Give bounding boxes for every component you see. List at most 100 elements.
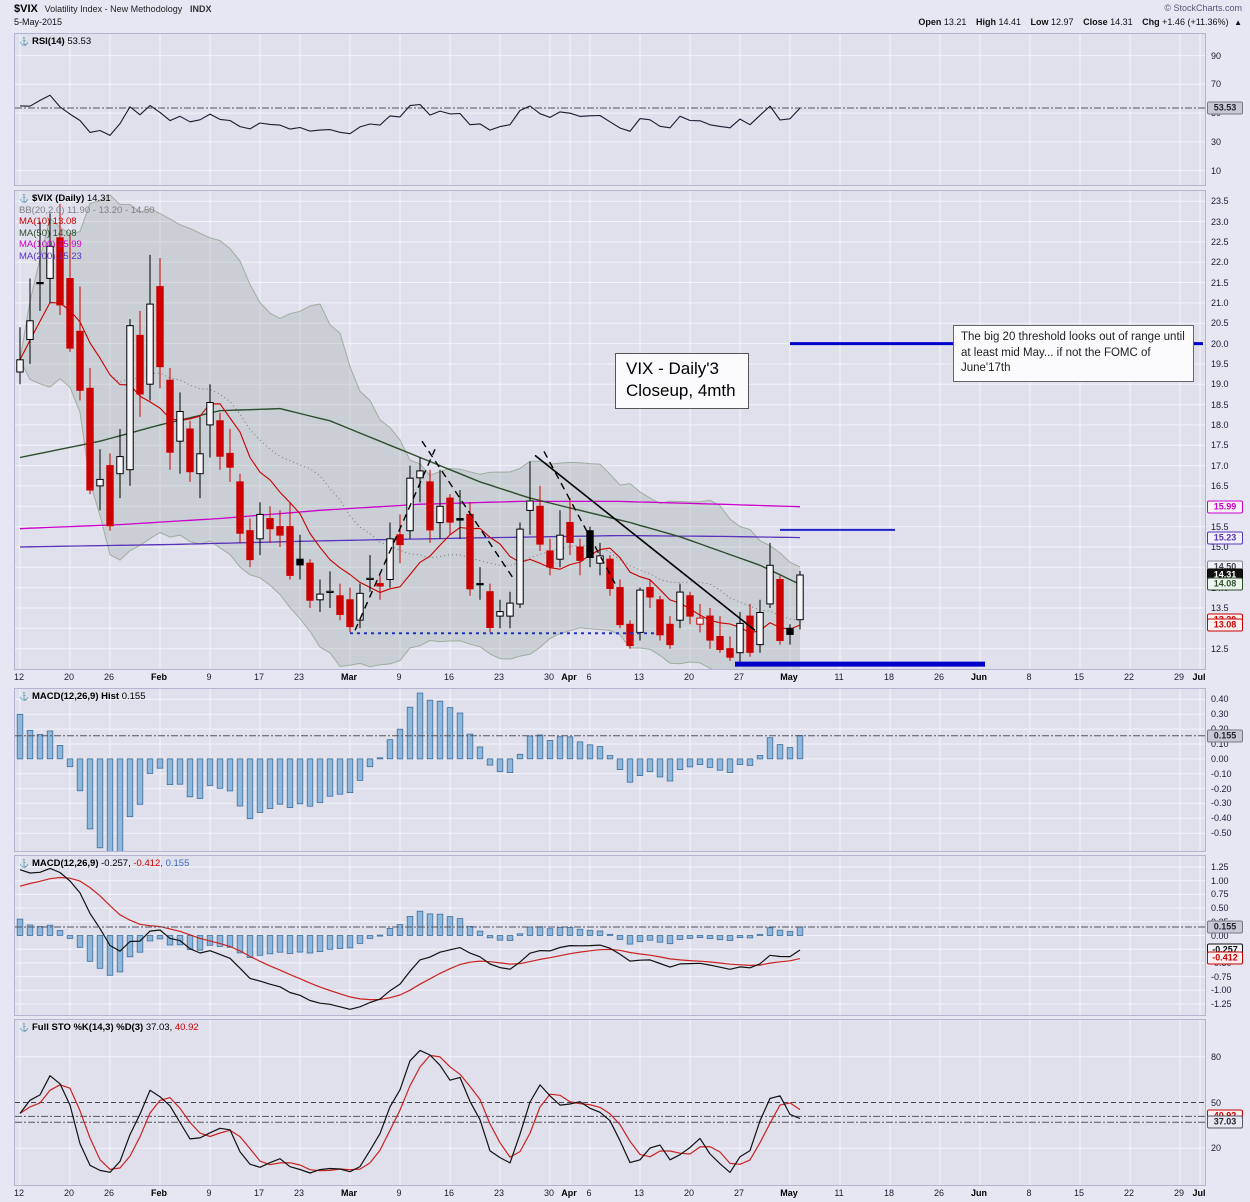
chg-value: +1.46 (+11.36%) bbox=[1162, 17, 1229, 27]
x-tick-label: 11 bbox=[834, 1188, 844, 1198]
axis-value-tag: 15.99 bbox=[1207, 500, 1243, 514]
x-tick-label: 13 bbox=[633, 1188, 645, 1198]
x-tick-label: 20 bbox=[63, 1188, 75, 1198]
y-axis-label: -0.30 bbox=[1211, 798, 1232, 809]
header-quote-row: 5-May-2015 Open 13.21 High 14.41 Low 12.… bbox=[14, 17, 1242, 29]
y-axis-label: 0.20 bbox=[1211, 724, 1229, 734]
x-tick-label: 9 bbox=[396, 672, 402, 682]
price-legend: ⚓ $VIX (Daily) 14.31 BB(20,2.0) 11.90 - 13… bbox=[19, 193, 155, 262]
panel-label: 0.155 bbox=[162, 858, 190, 869]
x-tick-label: May bbox=[780, 1188, 798, 1198]
y-axis-label: 1.25 bbox=[1211, 861, 1229, 872]
index-title: Volatility Index - New Methodology bbox=[44, 4, 183, 14]
x-tick-label: 12 bbox=[13, 1188, 25, 1198]
x-tick-label: Apr bbox=[561, 1188, 577, 1198]
panel-label: -0.412, bbox=[130, 858, 163, 869]
rsi-label: ⚓ RSI(14) 53.53 bbox=[19, 36, 91, 48]
x-tick-label: Feb bbox=[150, 1188, 168, 1198]
panel-anchor-icon: ⚓ bbox=[19, 37, 29, 46]
y-axis-label: -0.40 bbox=[1211, 813, 1232, 824]
x-tick-label: 26 bbox=[933, 1188, 945, 1198]
y-axis-label: 30 bbox=[1211, 136, 1222, 147]
x-tick-label: 23 bbox=[293, 1188, 305, 1198]
x-tick-label: 22 bbox=[1123, 672, 1135, 682]
y-axis-label: -0.10 bbox=[1211, 768, 1232, 779]
stochastic-plot bbox=[15, 1020, 1205, 1185]
y-axis-label: 1.00 bbox=[1211, 875, 1229, 886]
x-tick-label: 23 bbox=[293, 672, 305, 682]
y-axis-label: 20.5 bbox=[1211, 318, 1229, 329]
rsi-panel: ⚓ RSI(14) 53.53 bbox=[14, 33, 1206, 186]
y-axis-label: 10 bbox=[1211, 165, 1222, 176]
panel-anchor-icon: ⚓ bbox=[19, 194, 29, 203]
axis-value-tag: 0.155 bbox=[1207, 729, 1243, 743]
x-tick-label: 20 bbox=[683, 672, 695, 682]
x-tick-label: Mar bbox=[340, 672, 358, 682]
high-value: 14.41 bbox=[998, 17, 1021, 27]
panel-label: 14.31 bbox=[86, 193, 111, 204]
macd-plot bbox=[15, 856, 1205, 1015]
x-tick-label: 26 bbox=[103, 1188, 115, 1198]
x-tick-label: 20 bbox=[683, 1188, 695, 1198]
legend-item: BB(20,2.0) 11.90 - 13.20 - 14.50 bbox=[19, 204, 155, 216]
x-tick-label: 9 bbox=[206, 1188, 212, 1198]
x-tick-label: 16 bbox=[443, 1188, 455, 1198]
panel-label: 40.92 bbox=[172, 1022, 199, 1033]
x-tick-label: 26 bbox=[103, 672, 115, 682]
y-axis-gutter: 90 70 50 30 10 53.53 23.5 23.0 22.5 22.0 21.5 21.0 2… bbox=[1206, 0, 1250, 1200]
y-axis-label: 17.5 bbox=[1211, 440, 1229, 451]
y-axis-label: 70 bbox=[1211, 79, 1222, 90]
axis-value-tag: 15.23 bbox=[1207, 531, 1243, 545]
y-axis-label: 22.5 bbox=[1211, 236, 1229, 247]
y-axis-label: 23.5 bbox=[1211, 196, 1229, 207]
panel-label: -0.257, bbox=[101, 858, 131, 869]
change-up-icon: ▲ bbox=[1234, 18, 1242, 27]
x-tick-label: 16 bbox=[443, 672, 455, 682]
y-axis-label: 18.5 bbox=[1211, 399, 1229, 410]
x-tick-label: 15 bbox=[1073, 672, 1085, 682]
y-axis-label: -0.75 bbox=[1211, 971, 1232, 982]
panel-label: $VIX (Daily) bbox=[31, 193, 87, 204]
x-tick-label: Feb bbox=[150, 672, 168, 682]
legend-item: MA(100) 15.99 bbox=[19, 239, 82, 250]
macd-panel: ⚓ MACD(12,26,9) -0.257, -0.412, 0.155 bbox=[14, 855, 1206, 1016]
x-tick-label: Jun bbox=[970, 672, 988, 682]
x-tick-label: 20 bbox=[63, 672, 75, 682]
open-label: Open bbox=[918, 17, 942, 27]
panel-label: 53.53 bbox=[67, 36, 92, 47]
x-tick-label: Mar bbox=[340, 1188, 358, 1198]
x-tick-label: Apr bbox=[561, 672, 577, 682]
low-label: Low bbox=[1030, 17, 1049, 27]
chg-label: Chg bbox=[1142, 17, 1160, 27]
y-axis-label: 90 bbox=[1211, 50, 1222, 61]
y-axis-label: 50 bbox=[1211, 1097, 1222, 1108]
x-tick-label: 18 bbox=[883, 672, 895, 682]
x-tick-label: Jun bbox=[970, 1188, 988, 1198]
low-value: 12.97 bbox=[1051, 17, 1074, 27]
panel-label: MACD(12,26,9) Hist bbox=[31, 691, 122, 702]
annotation-chart-title: VIX - Daily'3 Closeup, 4mth bbox=[615, 353, 749, 410]
y-axis-label: 20 bbox=[1211, 1143, 1222, 1154]
y-axis-label: -1.25 bbox=[1211, 999, 1232, 1010]
axis-value-tag: 0.155 bbox=[1207, 920, 1243, 934]
panel-anchor-icon: ⚓ bbox=[19, 859, 29, 868]
macd-histogram-panel: ⚓ MACD(12,26,9) Hist 0.155 bbox=[14, 688, 1206, 852]
y-axis-label: 18.0 bbox=[1211, 419, 1229, 430]
chart-header: $VIX Volatility Index - New Methodology … bbox=[0, 0, 1250, 31]
x-tick-label: 17 bbox=[253, 1188, 265, 1198]
x-tick-label: Jul bbox=[1192, 1188, 1206, 1198]
y-axis-label: 17.0 bbox=[1211, 460, 1229, 471]
y-axis-label: 22.0 bbox=[1211, 257, 1229, 268]
x-tick-label: 29 bbox=[1173, 672, 1185, 682]
x-tick-label: 26 bbox=[933, 672, 945, 682]
y-axis-label: 0.10 bbox=[1211, 738, 1229, 749]
macd-histogram-label: ⚓ MACD(12,26,9) Hist 0.155 bbox=[19, 691, 146, 703]
y-axis-label: 21.5 bbox=[1211, 277, 1229, 288]
price-plot bbox=[15, 191, 1205, 669]
copyright-link[interactable]: © StockCharts.com bbox=[1164, 3, 1242, 13]
x-tick-label: 12 bbox=[13, 672, 25, 682]
y-axis-label: 12.5 bbox=[1211, 643, 1229, 654]
panel-label: 0.155 bbox=[121, 691, 146, 702]
stochastic-panel: ⚓ Full STO %K(14,3) %D(3) 37.03, 40.92 bbox=[14, 1019, 1206, 1186]
x-tick-label: 23 bbox=[493, 1188, 505, 1198]
